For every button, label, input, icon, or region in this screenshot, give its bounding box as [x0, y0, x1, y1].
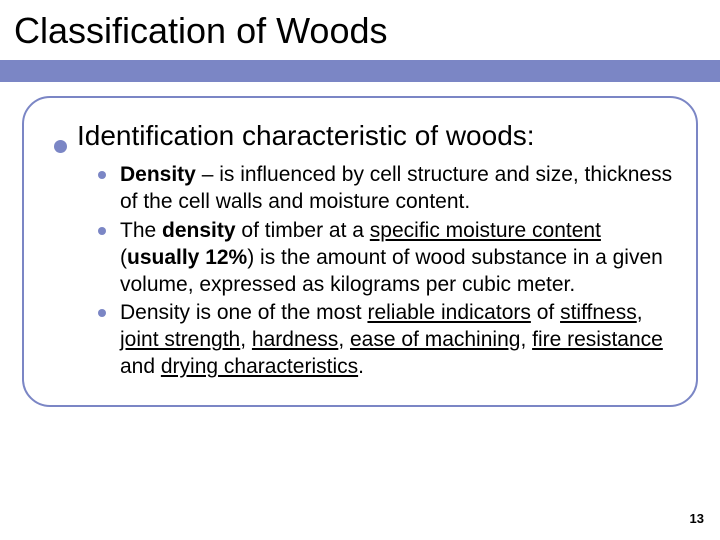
title-accent-bar [0, 60, 720, 82]
sub-bullet-row: Density is one of the most reliable indi… [98, 300, 674, 381]
sub-bullet-text: Density is one of the most reliable indi… [120, 300, 674, 381]
sub-bullet-row: Density – is influenced by cell structur… [98, 162, 674, 216]
content-box: Identification characteristic of woods: … [22, 96, 698, 407]
bullet-small-icon [98, 309, 106, 317]
page-number: 13 [690, 511, 704, 526]
sub-bullet-text: The density of timber at a specific mois… [120, 218, 674, 299]
bullet-small-icon [98, 227, 106, 235]
main-bullet-row: Identification characteristic of woods: [54, 120, 674, 152]
slide: Classification of Woods Identification c… [0, 0, 720, 540]
slide-title: Classification of Woods [0, 0, 720, 60]
main-bullet-text: Identification characteristic of woods: [77, 120, 535, 152]
bullet-small-icon [98, 171, 106, 179]
sub-bullet-list: Density – is influenced by cell structur… [54, 162, 674, 381]
sub-bullet-row: The density of timber at a specific mois… [98, 218, 674, 299]
sub-bullet-text: Density – is influenced by cell structur… [120, 162, 674, 216]
bullet-large-icon [54, 140, 67, 153]
